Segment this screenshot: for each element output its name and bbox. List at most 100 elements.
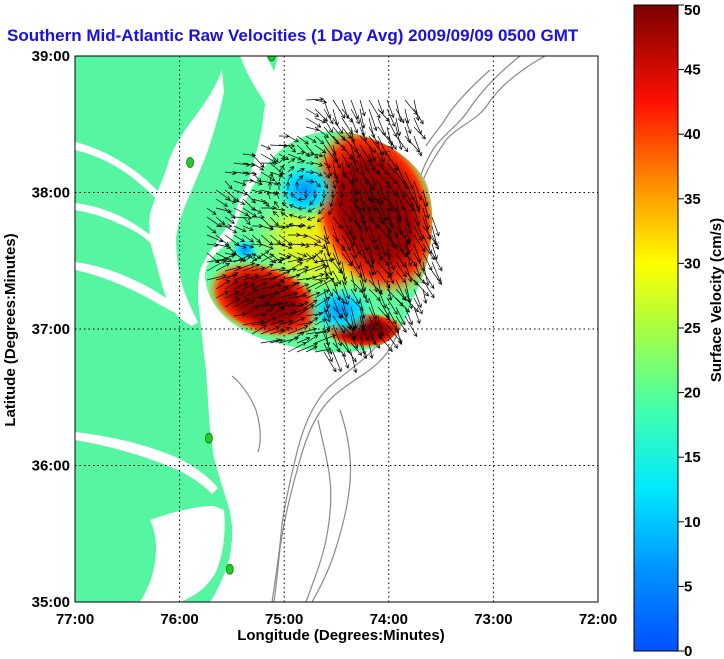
velocity-arrow — [323, 252, 333, 276]
velocity-arrow — [242, 300, 255, 308]
velocity-arrow — [350, 117, 359, 134]
delaware-bay — [240, 56, 280, 132]
velocity-arrow — [359, 180, 372, 202]
velocity-arrow — [233, 234, 245, 243]
velocity-arrow — [305, 299, 318, 308]
velocity-arrow — [269, 242, 286, 247]
velocity-arrow — [287, 269, 308, 281]
velocity-arrow — [206, 242, 219, 248]
velocity-arrow — [251, 324, 268, 335]
velocity-arrow — [251, 180, 263, 186]
colorbar-label: Surface Velocity (cm/s) — [708, 218, 724, 382]
velocity-arrow — [359, 216, 368, 233]
velocity-arrow — [332, 216, 343, 229]
velocity-arrow — [339, 190, 345, 199]
velocity-arrow — [341, 342, 357, 363]
velocity-arrow — [332, 153, 341, 169]
velocity-arrow — [215, 216, 226, 226]
rappahannock-river — [75, 203, 166, 254]
velocity-arrow — [224, 272, 239, 281]
velocity-arrow — [287, 158, 296, 164]
velocity-arrow — [260, 326, 280, 335]
velocity-arrow — [233, 298, 250, 308]
map-title: Southern Mid-Atlantic Raw Velocities (1 … — [7, 26, 579, 45]
velocity-arrow — [314, 126, 329, 138]
velocity-arrow — [260, 205, 277, 211]
velocity-arrow — [350, 243, 358, 259]
velocity-arrow — [386, 216, 398, 238]
velocity-arrow — [305, 345, 318, 353]
velocity-arrow — [422, 198, 430, 219]
velocity-arrow — [332, 126, 346, 142]
velocity-arrow — [305, 144, 319, 159]
velocity-arrow — [305, 170, 315, 175]
velocity-arrow — [260, 225, 275, 231]
velocity-arrow — [341, 288, 349, 306]
y-axis-label: Latitude (Degrees:Minutes) — [2, 233, 19, 426]
velocity-arrow — [413, 198, 421, 213]
velocity-arrow — [206, 207, 217, 215]
velocity-arrow — [350, 153, 359, 173]
velocity-arrow — [305, 117, 322, 128]
velocity-arrow — [350, 252, 361, 270]
colorbar-tick-label: 25 — [684, 320, 701, 337]
velocity-arrow — [297, 223, 307, 229]
velocity-arrow — [332, 135, 346, 152]
colorbar-tick-label: 0 — [684, 643, 692, 659]
velocity-arrow — [305, 291, 321, 299]
velocity-arrow — [287, 135, 300, 143]
velocity-arrow — [233, 215, 253, 221]
velocity-arrow — [242, 289, 259, 299]
velocity-arrow — [314, 318, 327, 326]
velocity-arrow — [386, 99, 395, 119]
velocity-arrow — [377, 135, 388, 156]
velocity-arrow — [314, 144, 327, 154]
velocity-arrow — [314, 108, 328, 122]
velocity-arrow — [296, 327, 318, 335]
velocity-arrow — [332, 162, 340, 184]
velocity-arrow — [350, 333, 359, 350]
velocity-arrow — [422, 261, 430, 287]
velocity-arrow — [359, 117, 366, 137]
velocity-arrow — [233, 254, 252, 263]
colorbar-tick-label: 50 — [684, 2, 701, 19]
velocity-arrow — [242, 216, 251, 226]
velocity-arrow — [350, 351, 358, 374]
velocity-arrow — [305, 250, 324, 263]
velocity-arrow — [296, 135, 309, 145]
velocity-arrow — [303, 190, 309, 199]
velocity-arrow — [323, 108, 334, 125]
velocity-arrow — [288, 222, 298, 228]
velocity-arrow — [377, 288, 387, 309]
velocity-arrow — [278, 143, 296, 149]
velocity-arrow — [377, 333, 393, 352]
velocity-arrow — [350, 180, 359, 203]
velocity-arrow — [321, 190, 327, 199]
velocity-arrow — [251, 242, 264, 247]
velocity-arrow — [368, 342, 374, 359]
velocity-arrow — [224, 207, 236, 219]
velocity-arrow — [278, 234, 293, 246]
velocity-arrow — [274, 200, 280, 209]
station-marker — [267, 56, 276, 62]
map-frame — [74, 55, 599, 603]
velocity-arrow — [332, 261, 343, 274]
velocity-arrow — [206, 273, 227, 281]
bathymetry-contour — [231, 375, 261, 453]
velocity-arrow — [269, 319, 284, 326]
velocity-arrow — [305, 97, 325, 102]
velocity-arrow — [206, 260, 226, 272]
velocity-arrow — [431, 270, 443, 285]
velocity-arrow — [377, 126, 394, 146]
velocity-arrow — [314, 234, 331, 244]
velocity-arrow — [332, 351, 342, 373]
velocity-arrow — [341, 279, 350, 300]
velocity-arrow — [278, 336, 300, 344]
velocity-arrow — [431, 234, 440, 250]
albemarle-sound — [75, 432, 218, 494]
velocity-arrow — [350, 225, 357, 241]
velocity-arrow — [341, 207, 352, 222]
velocity-arrow — [359, 297, 366, 319]
latitude-ticks: 35:00 36:00 37:00 38:00 39:00 — [32, 48, 70, 611]
velocity-arrow — [386, 288, 404, 307]
